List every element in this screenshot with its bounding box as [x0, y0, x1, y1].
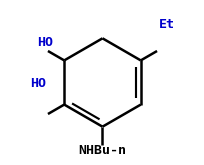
Text: HO: HO: [37, 36, 53, 49]
Text: HO: HO: [30, 77, 46, 90]
Text: NHBu-n: NHBu-n: [78, 144, 126, 157]
Text: Et: Et: [158, 18, 174, 31]
